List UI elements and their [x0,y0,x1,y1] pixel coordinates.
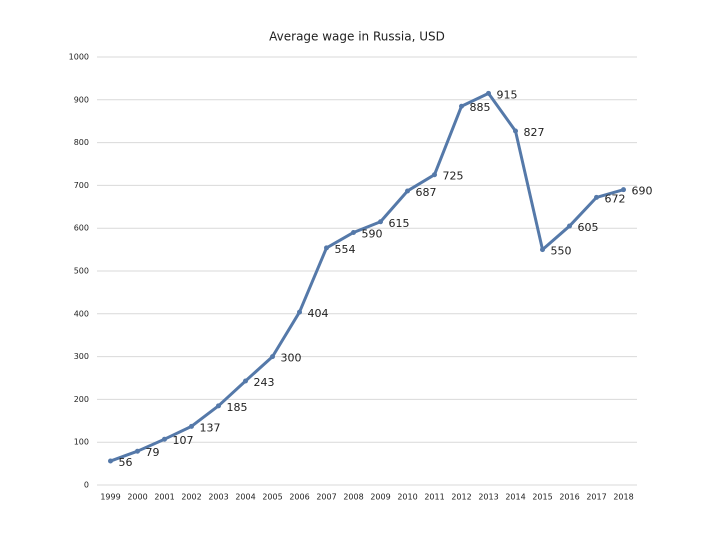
marker [567,223,572,229]
x-tick-label: 2007 [316,493,336,502]
y-tick-label: 200 [74,395,89,404]
data-label: 615 [389,217,410,230]
y-tick-label: 600 [74,224,89,233]
marker [486,90,491,96]
data-label: 107 [173,434,194,447]
x-tick-label: 2009 [370,493,390,502]
data-label: 687 [416,186,437,199]
x-tick-label: 2004 [235,493,255,502]
marker [297,309,302,315]
y-tick-label: 400 [74,309,89,318]
marker [621,187,626,193]
x-tick-label: 2011 [424,493,444,502]
x-tick-label: 1999 [100,493,120,502]
data-label: 56 [119,456,133,469]
marker [108,458,113,464]
x-tick-label: 2013 [478,493,498,502]
marker [162,436,167,442]
marker [270,354,275,360]
marker [189,423,194,429]
y-tick-label: 0 [84,481,89,490]
marker [540,247,545,253]
y-tick-label: 300 [74,352,89,361]
x-tick-label: 2016 [559,493,579,502]
data-label: 554 [335,243,356,256]
y-tick-label: 800 [74,138,89,147]
data-label: 185 [227,401,248,414]
marker [135,448,140,454]
x-tick-label: 2005 [262,493,282,502]
x-tick-label: 2015 [532,493,552,502]
x-tick-label: 2017 [586,493,606,502]
data-label: 404 [308,307,329,320]
marker [351,229,356,235]
y-tick-label: 900 [74,95,89,104]
x-tick-label: 2001 [154,493,174,502]
marker [324,245,329,251]
y-tick-label: 700 [74,181,89,190]
data-label: 690 [632,185,653,198]
marker [378,219,383,225]
x-tick-label: 2012 [451,493,471,502]
data-label: 725 [443,170,464,183]
x-tick-label: 2018 [613,493,633,502]
data-label: 827 [524,126,545,139]
data-label: 590 [362,227,383,240]
x-tick-label: 2014 [505,493,525,502]
y-tick-label: 100 [74,438,89,447]
y-tick-label: 500 [74,267,89,276]
line [109,91,624,463]
x-tick-label: 2010 [397,493,417,502]
x-tick-label: 2000 [127,493,147,502]
data-label: 300 [281,352,302,365]
y-tick-label: 1000 [69,53,89,62]
marker [432,172,437,178]
data-label: 137 [200,421,221,434]
data-label: 885 [470,101,491,114]
marker [594,194,599,200]
chart-title: Average wage in Russia, USD [269,30,445,44]
marker [216,403,221,409]
x-tick-label: 2003 [208,493,228,502]
data-label: 605 [578,221,599,234]
data-label: 672 [605,192,626,205]
marker [405,188,410,194]
marker [459,103,464,109]
x-tick-label: 2008 [343,493,363,502]
marker [513,128,518,134]
marker [243,378,248,384]
data-label: 79 [146,446,160,459]
data-label: 243 [254,376,275,389]
data-label: 915 [497,88,518,101]
data-label: 550 [551,245,572,258]
x-tick-label: 2006 [289,493,309,502]
x-tick-label: 2002 [181,493,201,502]
